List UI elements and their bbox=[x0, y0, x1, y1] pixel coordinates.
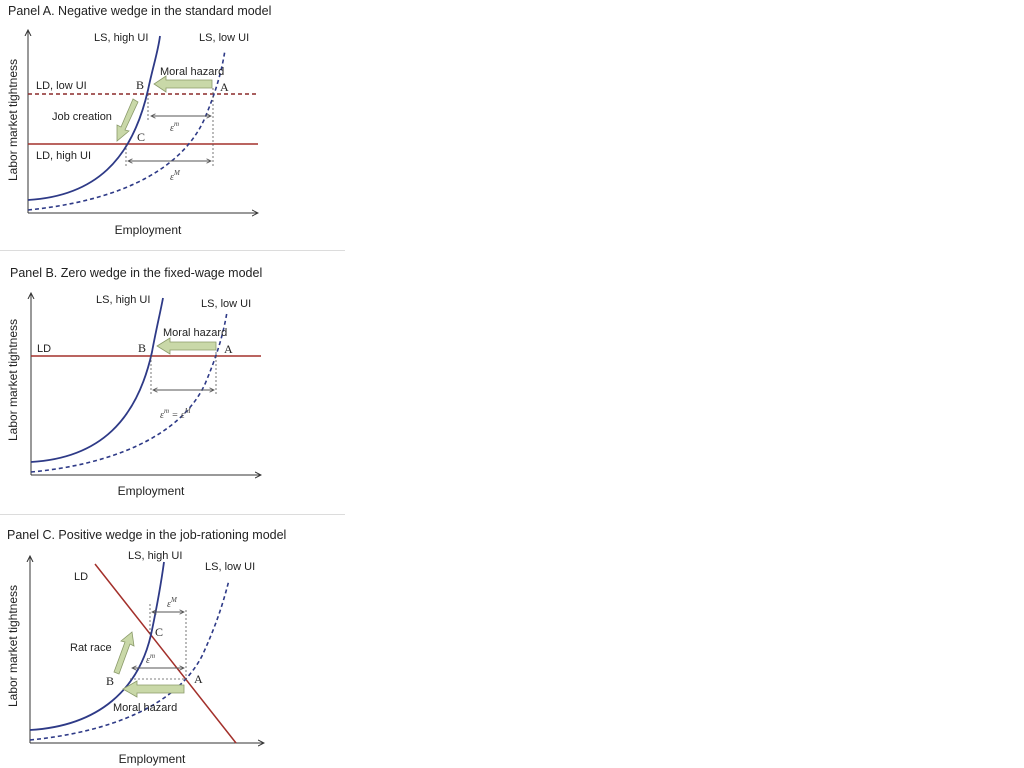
panel-b-title: Panel B. Zero wedge in the fixed-wage mo… bbox=[10, 266, 263, 280]
panel-c: Panel C. Positive wedge in the job-ratio… bbox=[0, 522, 345, 768]
moral-hazard-arrow bbox=[122, 680, 185, 698]
panel-a-title: Panel A. Negative wedge in the standard … bbox=[8, 4, 272, 18]
ls-low-ui-label: LS, low UI bbox=[199, 32, 249, 44]
ls-low-ui-curve bbox=[29, 579, 230, 741]
eps-equal-label: εm = εM bbox=[160, 407, 192, 421]
x-axis-label: Employment bbox=[115, 223, 182, 237]
ls-low-ui-curve bbox=[27, 49, 226, 211]
rat-race-label: Rat race bbox=[70, 642, 112, 654]
moral-hazard-label: Moral hazard bbox=[113, 702, 177, 714]
eps-M-label: εM bbox=[170, 169, 181, 183]
moral-hazard-arrow bbox=[153, 75, 213, 93]
rat-race-arrow bbox=[113, 631, 135, 675]
eps-M-label: εM bbox=[167, 596, 178, 610]
job-creation-label: Job creation bbox=[52, 111, 112, 123]
moral-hazard-label: Moral hazard bbox=[160, 66, 224, 78]
eps-m-label: εm bbox=[146, 652, 155, 666]
ld-label: LD bbox=[74, 571, 88, 583]
point-b-label: B bbox=[136, 78, 144, 92]
y-axis-label: Labor market tightness bbox=[6, 319, 20, 441]
eps-m-label: εm bbox=[170, 120, 179, 134]
point-a-label: A bbox=[194, 672, 203, 686]
x-axis-label: Employment bbox=[119, 752, 186, 766]
ls-high-ui-curve bbox=[27, 35, 161, 201]
ls-high-ui-label: LS, high UI bbox=[94, 32, 148, 44]
panel-a: Panel A. Negative wedge in the standard … bbox=[0, 0, 345, 250]
panel-c-title: Panel C. Positive wedge in the job-ratio… bbox=[7, 528, 287, 542]
ld-line bbox=[94, 563, 237, 744]
ls-high-ui-curve bbox=[29, 561, 165, 731]
ls-high-ui-label: LS, high UI bbox=[128, 550, 182, 562]
y-axis-label: Labor market tightness bbox=[6, 585, 20, 707]
panel-b: Panel B. Zero wedge in the fixed-wage mo… bbox=[0, 260, 345, 515]
point-a-label: A bbox=[224, 342, 233, 356]
moral-hazard-arrow bbox=[156, 337, 217, 355]
point-b-label: B bbox=[106, 674, 114, 688]
ls-high-ui-curve bbox=[30, 297, 164, 463]
panel-b-diagram: Labor market tightness Employment LS, hi… bbox=[6, 260, 345, 498]
y-axis-label: Labor market tightness bbox=[6, 59, 20, 181]
job-creation-arrow bbox=[116, 98, 139, 142]
ls-high-ui-label: LS, high UI bbox=[96, 294, 150, 306]
ld-low-ui-label: LD, low UI bbox=[36, 80, 87, 92]
panel-a-diagram: Labor market tightness Employment LS, hi… bbox=[6, 0, 345, 237]
ls-low-ui-label: LS, low UI bbox=[201, 298, 251, 310]
ls-low-ui-label: LS, low UI bbox=[205, 561, 255, 573]
x-axis-label: Employment bbox=[118, 484, 185, 498]
separator bbox=[0, 514, 345, 515]
point-b-label: B bbox=[138, 341, 146, 355]
moral-hazard-label: Moral hazard bbox=[163, 327, 227, 339]
separator bbox=[0, 250, 345, 251]
point-c-label: C bbox=[137, 130, 145, 144]
point-a-label: A bbox=[220, 80, 229, 94]
ld-label: LD bbox=[37, 343, 51, 355]
point-c-label: C bbox=[155, 625, 163, 639]
panel-c-diagram: Labor market tightness Employment LS, hi… bbox=[6, 550, 345, 766]
ld-high-ui-label: LD, high UI bbox=[36, 150, 91, 162]
